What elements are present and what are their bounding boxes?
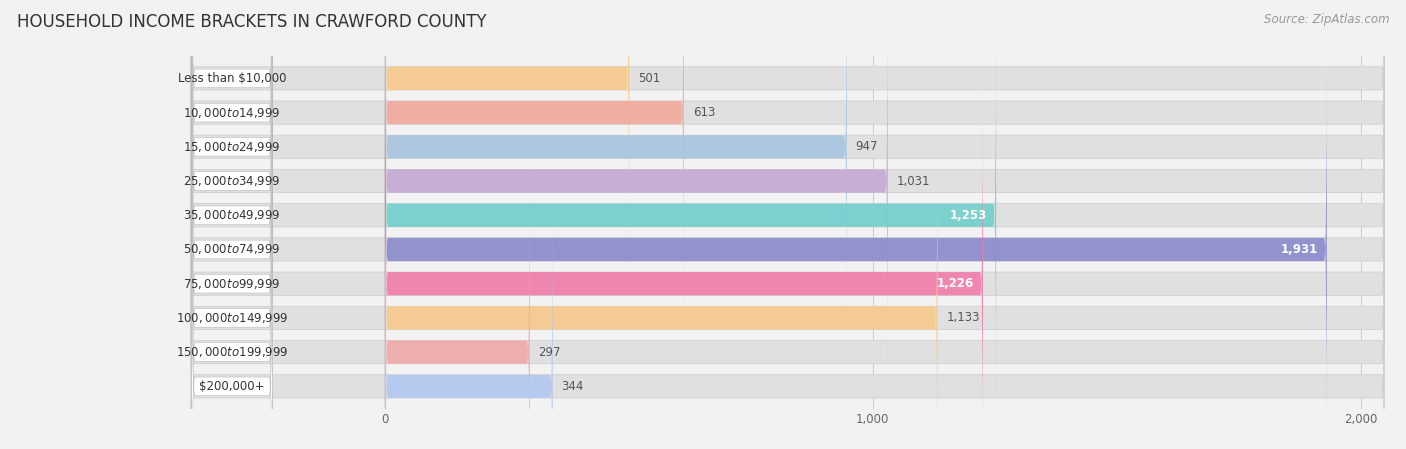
Text: $15,000 to $24,999: $15,000 to $24,999 bbox=[183, 140, 281, 154]
Text: 1,226: 1,226 bbox=[936, 277, 974, 290]
Text: $150,000 to $199,999: $150,000 to $199,999 bbox=[176, 345, 288, 359]
FancyBboxPatch shape bbox=[190, 90, 1385, 449]
FancyBboxPatch shape bbox=[191, 0, 273, 377]
FancyBboxPatch shape bbox=[190, 22, 1385, 409]
FancyBboxPatch shape bbox=[190, 158, 1385, 449]
Text: Source: ZipAtlas.com: Source: ZipAtlas.com bbox=[1264, 13, 1389, 26]
Text: $75,000 to $99,999: $75,000 to $99,999 bbox=[183, 277, 281, 291]
Text: $50,000 to $74,999: $50,000 to $74,999 bbox=[183, 242, 281, 256]
Text: 1,031: 1,031 bbox=[897, 175, 931, 188]
FancyBboxPatch shape bbox=[385, 22, 995, 409]
Text: 613: 613 bbox=[693, 106, 716, 119]
Text: $25,000 to $34,999: $25,000 to $34,999 bbox=[183, 174, 281, 188]
FancyBboxPatch shape bbox=[385, 158, 530, 449]
FancyBboxPatch shape bbox=[385, 0, 683, 306]
Text: $35,000 to $49,999: $35,000 to $49,999 bbox=[183, 208, 281, 222]
FancyBboxPatch shape bbox=[190, 0, 1385, 375]
Text: 297: 297 bbox=[538, 346, 561, 359]
FancyBboxPatch shape bbox=[385, 193, 553, 449]
Text: HOUSEHOLD INCOME BRACKETS IN CRAWFORD COUNTY: HOUSEHOLD INCOME BRACKETS IN CRAWFORD CO… bbox=[17, 13, 486, 31]
Text: 1,133: 1,133 bbox=[946, 312, 980, 325]
FancyBboxPatch shape bbox=[385, 90, 983, 449]
FancyBboxPatch shape bbox=[190, 56, 1385, 443]
FancyBboxPatch shape bbox=[191, 0, 273, 343]
Text: 344: 344 bbox=[561, 380, 583, 393]
Text: 501: 501 bbox=[638, 72, 661, 85]
FancyBboxPatch shape bbox=[385, 0, 887, 375]
FancyBboxPatch shape bbox=[385, 0, 630, 272]
FancyBboxPatch shape bbox=[191, 122, 273, 449]
Text: 1,253: 1,253 bbox=[950, 209, 987, 222]
FancyBboxPatch shape bbox=[385, 124, 938, 449]
Text: $100,000 to $149,999: $100,000 to $149,999 bbox=[176, 311, 288, 325]
Text: $200,000+: $200,000+ bbox=[200, 380, 264, 393]
Text: $10,000 to $14,999: $10,000 to $14,999 bbox=[183, 106, 281, 119]
FancyBboxPatch shape bbox=[191, 190, 273, 449]
FancyBboxPatch shape bbox=[191, 53, 273, 445]
FancyBboxPatch shape bbox=[191, 19, 273, 411]
FancyBboxPatch shape bbox=[190, 0, 1385, 306]
Text: Less than $10,000: Less than $10,000 bbox=[177, 72, 287, 85]
FancyBboxPatch shape bbox=[190, 124, 1385, 449]
Text: 1,931: 1,931 bbox=[1281, 243, 1317, 256]
FancyBboxPatch shape bbox=[191, 156, 273, 449]
FancyBboxPatch shape bbox=[191, 88, 273, 449]
FancyBboxPatch shape bbox=[190, 193, 1385, 449]
FancyBboxPatch shape bbox=[191, 0, 273, 308]
FancyBboxPatch shape bbox=[190, 0, 1385, 340]
FancyBboxPatch shape bbox=[190, 0, 1385, 272]
Text: 947: 947 bbox=[856, 140, 879, 153]
FancyBboxPatch shape bbox=[385, 0, 846, 340]
FancyBboxPatch shape bbox=[385, 56, 1327, 443]
FancyBboxPatch shape bbox=[191, 0, 273, 274]
